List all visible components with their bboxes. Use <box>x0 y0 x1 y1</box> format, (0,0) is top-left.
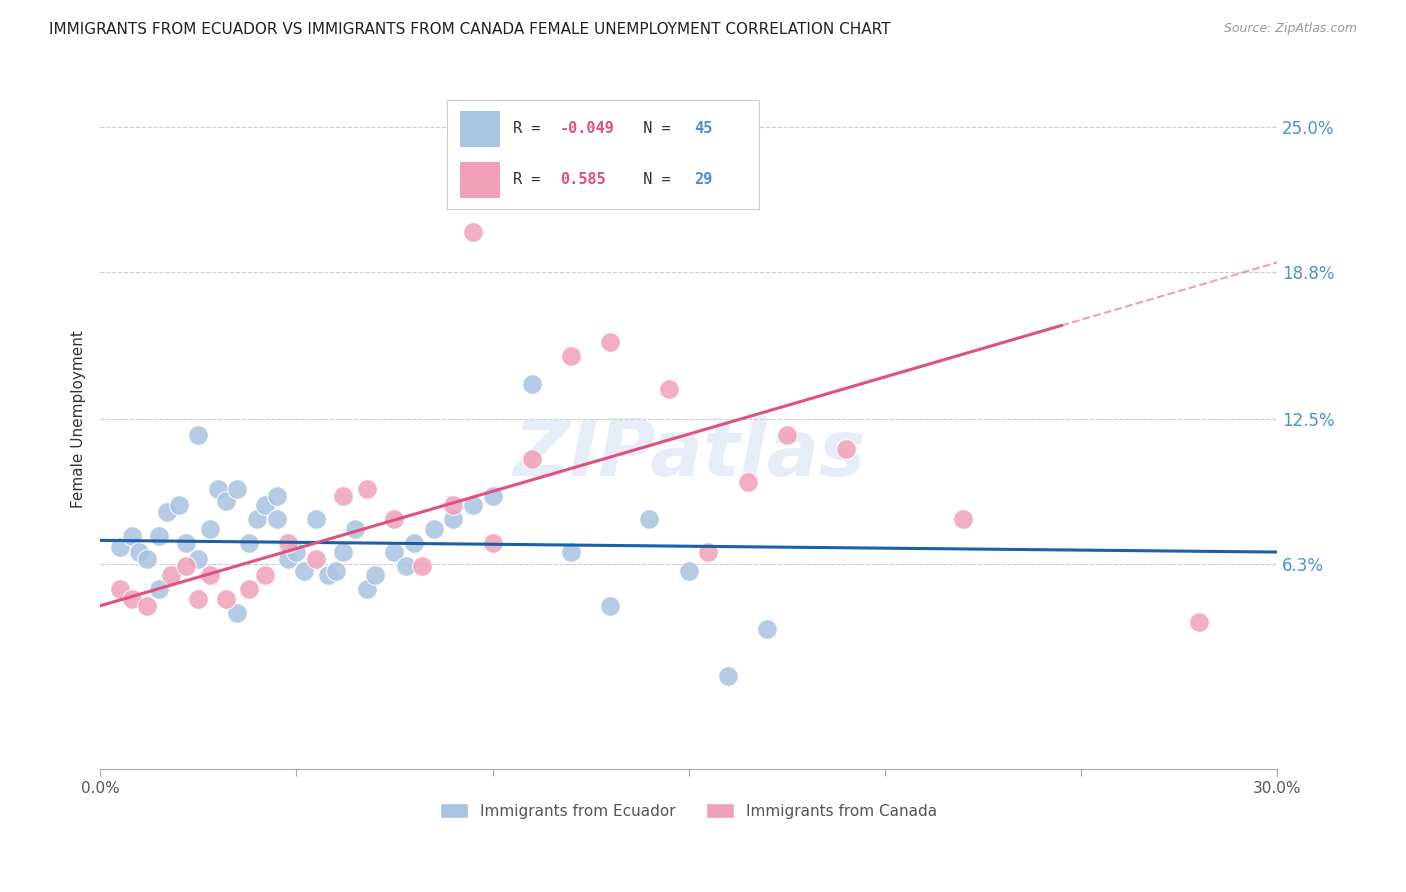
Point <box>402 535 425 549</box>
Point <box>108 541 131 555</box>
Point <box>253 499 276 513</box>
Point <box>198 568 221 582</box>
Point <box>121 591 143 606</box>
Point <box>332 489 354 503</box>
Point <box>395 559 418 574</box>
Text: ZIPatlas: ZIPatlas <box>513 416 865 492</box>
Point <box>148 582 170 597</box>
Text: Source: ZipAtlas.com: Source: ZipAtlas.com <box>1223 22 1357 36</box>
Point <box>384 512 406 526</box>
Point <box>215 591 238 606</box>
Point <box>266 489 288 503</box>
Point <box>176 559 198 574</box>
Point <box>292 564 315 578</box>
Point <box>560 349 582 363</box>
Point <box>277 552 299 566</box>
Point <box>305 512 328 526</box>
Point <box>599 334 621 349</box>
Point <box>176 535 198 549</box>
Point <box>277 535 299 549</box>
Point <box>305 552 328 566</box>
Point <box>238 535 260 549</box>
Point <box>520 451 543 466</box>
Point <box>121 529 143 543</box>
Point <box>238 582 260 597</box>
Point <box>356 582 378 597</box>
Point <box>411 559 433 574</box>
Point <box>834 442 856 457</box>
Point <box>136 552 159 566</box>
Point <box>226 482 249 496</box>
Point <box>226 606 249 620</box>
Point <box>461 225 484 239</box>
Point <box>737 475 759 489</box>
Point <box>207 482 229 496</box>
Point <box>187 552 209 566</box>
Point <box>159 568 181 582</box>
Point <box>136 599 159 613</box>
Point <box>697 545 720 559</box>
Point <box>108 582 131 597</box>
Point <box>198 522 221 536</box>
Point <box>253 568 276 582</box>
Point <box>441 499 464 513</box>
Point <box>481 489 503 503</box>
Point <box>246 512 269 526</box>
Point <box>678 564 700 578</box>
Point <box>215 493 238 508</box>
Point <box>344 522 367 536</box>
Point <box>422 522 444 536</box>
Point <box>717 669 740 683</box>
Point <box>187 428 209 442</box>
Point <box>756 622 779 636</box>
Point <box>128 545 150 559</box>
Point <box>1188 615 1211 629</box>
Point <box>266 512 288 526</box>
Point <box>156 505 179 519</box>
Point <box>952 512 974 526</box>
Y-axis label: Female Unemployment: Female Unemployment <box>72 330 86 508</box>
Point <box>187 591 209 606</box>
Point <box>599 599 621 613</box>
Point <box>325 564 347 578</box>
Point <box>167 499 190 513</box>
Point <box>481 535 503 549</box>
Point <box>658 382 681 396</box>
Point <box>638 512 661 526</box>
Point <box>316 568 339 582</box>
Point <box>461 499 484 513</box>
Point <box>285 545 308 559</box>
Point <box>148 529 170 543</box>
Point <box>441 512 464 526</box>
Point <box>332 545 354 559</box>
Point <box>356 482 378 496</box>
Point <box>520 376 543 391</box>
Point <box>384 545 406 559</box>
Legend: Immigrants from Ecuador, Immigrants from Canada: Immigrants from Ecuador, Immigrants from… <box>434 797 943 825</box>
Point <box>776 428 799 442</box>
Point <box>560 545 582 559</box>
Point <box>364 568 387 582</box>
Text: IMMIGRANTS FROM ECUADOR VS IMMIGRANTS FROM CANADA FEMALE UNEMPLOYMENT CORRELATIO: IMMIGRANTS FROM ECUADOR VS IMMIGRANTS FR… <box>49 22 891 37</box>
